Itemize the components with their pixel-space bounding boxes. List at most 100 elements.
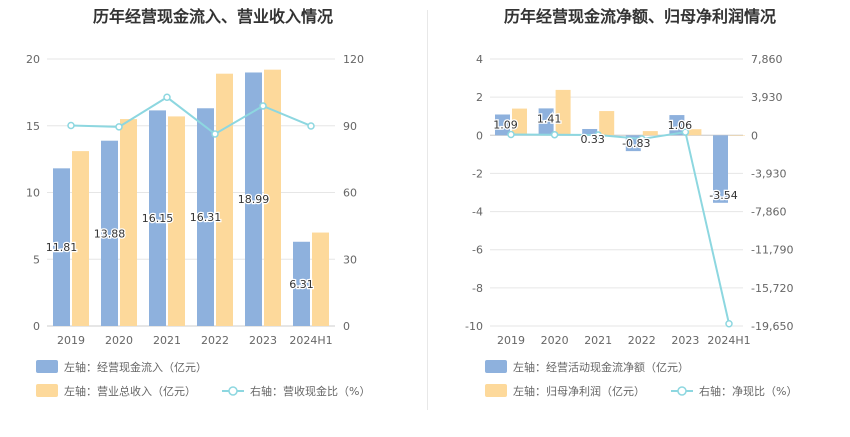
y-right-tick-label: 120 xyxy=(343,53,364,66)
y-right-tick-label: 0 xyxy=(751,129,758,142)
x-tick-label: 2024H1 xyxy=(289,334,332,347)
bar-net-profit xyxy=(686,129,702,136)
y-left-tick-label: 20 xyxy=(26,53,40,66)
ratio-point xyxy=(681,128,690,136)
bar-value-label: 1.41 xyxy=(537,112,562,125)
y-left-tick-label: -4 xyxy=(472,206,483,219)
ratio-point xyxy=(507,130,515,139)
y-left-tick-label: -6 xyxy=(472,244,483,257)
ratio-point xyxy=(550,130,559,139)
legend-swatch xyxy=(485,384,507,397)
legend-label: 左轴：营业总收入（亿元） xyxy=(64,384,196,398)
legend-swatch xyxy=(36,360,58,373)
x-tick-label: 2023 xyxy=(671,334,699,347)
x-tick-label: 2021 xyxy=(153,334,181,347)
y-left-tick-label: 2 xyxy=(476,91,483,104)
bar-value-label: 11.81 xyxy=(46,241,78,254)
y-right-tick-label: 3,930 xyxy=(751,91,783,104)
bar-cash-inflow xyxy=(293,241,310,326)
x-tick-label: 2019 xyxy=(497,334,525,347)
y-left-tick-label: 5 xyxy=(33,253,40,266)
x-tick-label: 2020 xyxy=(105,334,133,347)
x-tick-label: 2022 xyxy=(201,334,229,347)
bar-net-cashflow xyxy=(713,135,728,203)
bar-net-cashflow xyxy=(538,108,554,136)
bar-cash-inflow xyxy=(101,140,118,326)
bar-revenue xyxy=(216,73,233,326)
ratio-point xyxy=(259,102,267,110)
legend-swatch xyxy=(485,360,507,373)
y-right-tick-label: 60 xyxy=(343,187,357,200)
bar-net-profit xyxy=(730,135,745,136)
x-tick-label: 2020 xyxy=(541,334,569,347)
bar-cash-inflow xyxy=(53,168,70,326)
y-left-tick-label: -8 xyxy=(472,282,483,295)
bar-revenue xyxy=(72,151,89,326)
chart-title: 历年经营现金流入、营业收入情况 xyxy=(93,7,333,26)
bar-revenue xyxy=(168,116,185,326)
bar-value-label: 1.09 xyxy=(493,118,518,131)
bar-value-label: 1.06 xyxy=(668,119,693,132)
bar-revenue xyxy=(312,232,329,326)
chart-title: 历年经营现金流净额、归母净利润情况 xyxy=(504,7,776,26)
y-right-tick-label: -7,860 xyxy=(751,206,786,219)
bar-net-cashflow xyxy=(669,115,685,136)
y-left-tick-label: 10 xyxy=(26,187,40,200)
y-right-tick-label: 90 xyxy=(343,120,357,133)
panel-divider xyxy=(427,10,428,410)
bar-value-label: 16.15 xyxy=(142,212,174,225)
legend-label: 右轴：净现比（%） xyxy=(699,384,797,398)
bar-value-label: 16.31 xyxy=(190,211,222,224)
y-right-tick-label: -19,650 xyxy=(751,320,793,333)
legend-swatch-point xyxy=(228,386,238,396)
legend-label: 左轴：经营现金流入（亿元） xyxy=(64,360,207,374)
y-left-tick-label: 4 xyxy=(476,53,483,66)
x-tick-label: 2024H1 xyxy=(707,334,750,347)
y-left-tick-label: -10 xyxy=(465,320,483,333)
y-right-tick-label: -11,790 xyxy=(751,244,793,257)
legend-label: 左轴：归母净利润（亿元） xyxy=(513,384,645,398)
ratio-point xyxy=(307,122,315,130)
bar-value-label: 6.31 xyxy=(289,278,314,291)
bar-net-profit xyxy=(512,108,527,136)
ratio-point xyxy=(115,123,123,131)
bar-revenue xyxy=(120,119,137,326)
bar-value-label: 18.99 xyxy=(238,193,270,206)
bar-value-label: 0.33 xyxy=(580,133,605,146)
bar-net-cashflow xyxy=(582,128,598,136)
y-right-tick-label: 30 xyxy=(343,253,357,266)
y-right-tick-label: -15,720 xyxy=(751,282,793,295)
y-right-tick-label: -3,930 xyxy=(751,167,786,180)
y-right-tick-label: 0 xyxy=(343,320,350,333)
y-left-tick-label: -2 xyxy=(472,167,483,180)
ratio-line xyxy=(70,96,312,136)
ratio-point xyxy=(725,320,733,328)
x-tick-label: 2021 xyxy=(584,334,612,347)
y-right-tick-label: 7,860 xyxy=(751,53,783,66)
legend-swatch-point xyxy=(677,386,687,396)
y-left-tick-label: 15 xyxy=(26,120,40,133)
bar-net-cashflow xyxy=(495,114,510,136)
legend-label: 右轴：营收现金比（%） xyxy=(250,384,370,398)
bar-cash-inflow xyxy=(149,110,166,327)
x-tick-label: 2019 xyxy=(57,334,85,347)
bar-value-label: -0.83 xyxy=(622,137,650,150)
bar-value-label: -3.54 xyxy=(709,189,737,202)
x-tick-label: 2023 xyxy=(249,334,277,347)
bar-value-label: 13.88 xyxy=(94,227,126,240)
bar-net-profit xyxy=(642,131,658,136)
bar-net-profit xyxy=(555,89,571,136)
ratio-point xyxy=(594,131,602,139)
cashflow-inflow-chart: 历年经营现金流入、营业收入情况 0 5 10 15 20 0 30 60 90 120 2019 202… xyxy=(26,7,370,398)
ratio-point xyxy=(638,135,646,143)
legend-swatch xyxy=(36,384,58,397)
y-left-tick-label: 0 xyxy=(476,129,483,142)
ratio-point xyxy=(211,130,219,138)
ratio-point xyxy=(67,121,75,130)
bar-cash-inflow xyxy=(245,72,262,327)
bar-revenue xyxy=(264,69,281,327)
legend-label: 左轴：经营活动现金流净额（亿元） xyxy=(513,360,689,374)
ratio-line xyxy=(510,130,730,324)
bar-net-profit xyxy=(599,111,615,136)
